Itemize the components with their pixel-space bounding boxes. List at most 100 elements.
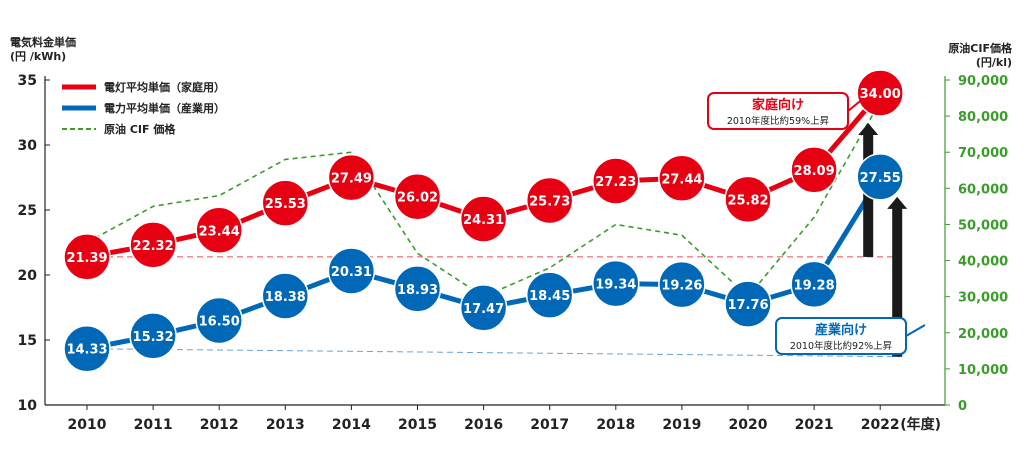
x-tick-label: 2017 bbox=[530, 417, 569, 433]
household-point bbox=[261, 179, 310, 227]
x-tick-label: 2011 bbox=[134, 417, 173, 433]
household-point bbox=[790, 146, 838, 194]
x-tick-label: 2020 bbox=[729, 417, 768, 433]
industrial-point bbox=[856, 153, 904, 201]
industrial-point bbox=[393, 265, 442, 313]
axes: 電気料金単価(円 /kWh) 原油CIF価格(円/kl) 10 15 20 25 30 35 0… bbox=[10, 35, 1013, 433]
left-axis-title: (円 /kWh) bbox=[10, 50, 66, 63]
right-tick-label: 10,000 bbox=[958, 363, 1008, 378]
household-point bbox=[63, 233, 111, 281]
left-axis-title: 電気料金単価 bbox=[10, 35, 76, 49]
industrial-data-label: 19.26 bbox=[661, 279, 702, 294]
left-tick-label: 30 bbox=[18, 138, 38, 154]
industrial-callout-subtitle: 2010年度比約92%上昇 bbox=[790, 340, 893, 352]
series-industrial-points: 14.33 15.32 16.50 18.38 20.31 18.93 17.47 18.45… bbox=[63, 153, 904, 373]
series-household-points: 21.39 22.32 23.44 25.53 27.49 26.02 24.31 25.73… bbox=[63, 69, 904, 281]
industrial-data-label: 18.38 bbox=[265, 290, 306, 305]
household-data-label: 24.31 bbox=[463, 213, 504, 228]
household-data-label: 23.44 bbox=[199, 224, 240, 239]
industrial-data-label: 18.45 bbox=[529, 289, 570, 304]
industrial-point bbox=[592, 259, 640, 308]
industrial-point bbox=[459, 284, 508, 332]
industrial-data-label: 17.47 bbox=[463, 302, 504, 317]
household-data-label: 25.53 bbox=[265, 197, 306, 212]
household-point bbox=[393, 172, 442, 221]
industrial-callout-title: 産業向け bbox=[815, 322, 867, 338]
industrial-point bbox=[63, 324, 111, 373]
industrial-data-label: 18.93 bbox=[397, 283, 438, 298]
industrial-data-label: 19.28 bbox=[794, 278, 835, 293]
right-tick-label: 80,000 bbox=[958, 110, 1008, 125]
household-callout-title: 家庭向け bbox=[752, 97, 804, 113]
x-tick-label: 2014 bbox=[332, 417, 371, 433]
household-point bbox=[658, 154, 706, 203]
industrial-arrow-head bbox=[887, 196, 908, 209]
x-tick-label: 2013 bbox=[266, 417, 305, 433]
household-point bbox=[459, 195, 508, 243]
industrial-point bbox=[195, 296, 243, 345]
household-point bbox=[724, 175, 772, 224]
industrial-data-label: 20.31 bbox=[331, 265, 372, 280]
legend-label: 電力平均単価（産業用） bbox=[104, 101, 225, 115]
legend-label: 電灯平均単価（家庭用） bbox=[104, 80, 225, 94]
household-point bbox=[129, 221, 177, 269]
industrial-data-label: 27.55 bbox=[860, 171, 901, 186]
left-tick-label: 25 bbox=[18, 203, 37, 219]
industrial-point bbox=[327, 247, 376, 295]
industrial-data-label: 19.34 bbox=[595, 278, 636, 293]
x-tick-label: 2018 bbox=[596, 417, 635, 433]
industrial-point bbox=[525, 271, 574, 319]
legend: 電灯平均単価（家庭用） 電力平均単価（産業用） 原油 CIF 価格 bbox=[62, 80, 225, 136]
x-unit-label: (年度) bbox=[900, 416, 941, 433]
right-axis-title: (円/kl) bbox=[976, 56, 1012, 69]
household-data-label: 27.49 bbox=[331, 172, 372, 187]
left-tick-label: 10 bbox=[18, 398, 38, 414]
industrial-point bbox=[129, 312, 177, 360]
industrial-data-label: 16.50 bbox=[199, 315, 240, 330]
x-tick-label: 2012 bbox=[200, 417, 239, 433]
industrial-arrow-shaft bbox=[892, 206, 903, 357]
industrial-callout-pointer bbox=[905, 324, 926, 337]
x-tick-label: 2016 bbox=[464, 417, 503, 433]
household-point bbox=[195, 206, 243, 255]
household-point bbox=[525, 176, 574, 225]
left-tick-label: 15 bbox=[18, 333, 37, 349]
household-point bbox=[327, 153, 376, 202]
right-tick-label: 30,000 bbox=[958, 291, 1008, 306]
household-callout-pointer bbox=[847, 100, 861, 112]
household-data-label: 25.73 bbox=[529, 195, 570, 210]
household-data-label: 27.23 bbox=[595, 175, 636, 190]
household-data-label: 22.32 bbox=[133, 239, 174, 254]
right-tick-label: 40,000 bbox=[958, 255, 1008, 270]
x-tick-label: 2019 bbox=[662, 417, 701, 433]
industrial-data-label: 15.32 bbox=[133, 330, 174, 345]
industrial-baseline bbox=[86, 348, 901, 358]
industrial-point bbox=[261, 272, 310, 320]
right-axis-title: 原油CIF価格 bbox=[948, 41, 1013, 55]
industrial-data-label: 17.76 bbox=[727, 298, 768, 313]
household-callout-subtitle: 2010年度比約59%上昇 bbox=[727, 115, 830, 127]
left-tick-label: 20 bbox=[18, 268, 38, 284]
household-data-label: 28.09 bbox=[794, 164, 835, 179]
household-point bbox=[856, 69, 904, 117]
right-tick-label: 90,000 bbox=[958, 74, 1008, 89]
household-data-label: 26.02 bbox=[397, 191, 438, 206]
right-tick-label: 70,000 bbox=[958, 146, 1008, 161]
right-tick-label: 0 bbox=[958, 399, 967, 414]
household-data-label: 34.00 bbox=[860, 87, 901, 102]
industrial-point bbox=[724, 280, 772, 328]
household-arrow-head bbox=[858, 123, 879, 135]
industrial-point bbox=[790, 260, 838, 309]
x-tick-label: 2022 bbox=[861, 417, 900, 433]
x-tick-label: 2010 bbox=[68, 417, 107, 433]
industrial-data-label: 14.33 bbox=[66, 343, 107, 358]
household-data-label: 27.44 bbox=[661, 172, 702, 187]
household-data-label: 25.82 bbox=[727, 193, 768, 208]
legend-label: 原油 CIF 価格 bbox=[104, 122, 176, 136]
household-data-label: 21.39 bbox=[66, 251, 107, 266]
x-tick-label: 2015 bbox=[398, 417, 437, 433]
right-tick-label: 20,000 bbox=[958, 327, 1008, 342]
left-tick-label: 35 bbox=[18, 73, 37, 89]
